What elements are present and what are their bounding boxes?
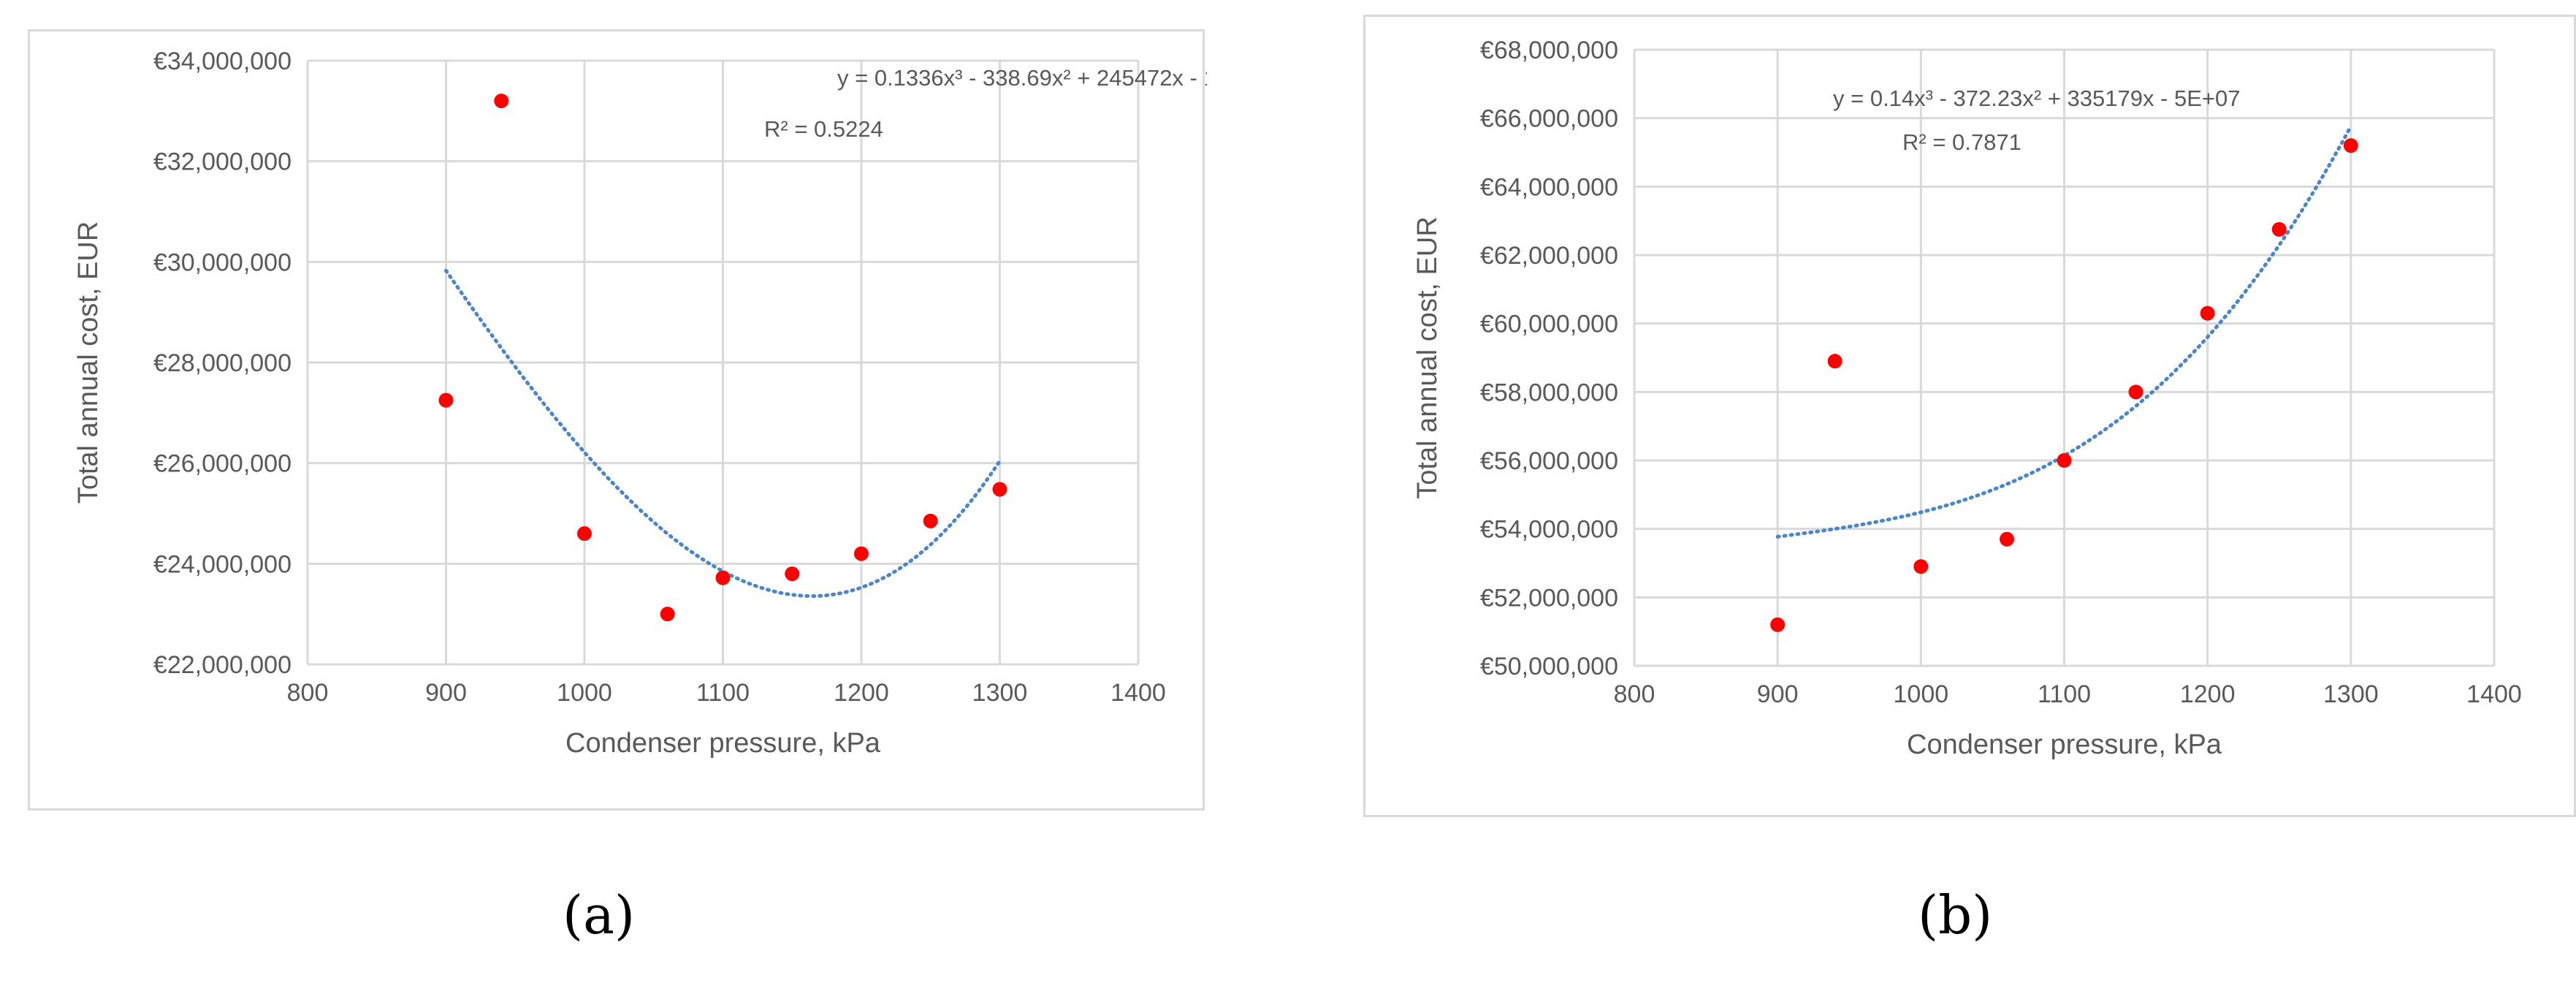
data-point [660,607,675,622]
x-tick-label: 800 [1614,680,1655,708]
plot-area: €50,000,000 €52,000,000 €54,000,000 €56,000… [1412,37,2522,760]
x-tick-label: 1100 [2038,680,2091,708]
y-tick-label: €22,000,000 [153,651,291,679]
y-tick-label: €62,000,000 [1480,242,1618,270]
trendline [444,268,1002,599]
y-tick-label: €52,000,000 [1480,584,1618,612]
chart-panel-a: €22,000,000 €24,000,000 €26,000,000 €28,000… [28,29,1207,811]
y-tick-label: €34,000,000 [153,48,291,75]
x-tick-label: 900 [1757,680,1799,708]
y-tick-label: €28,000,000 [153,349,291,377]
plot-area: €22,000,000 €24,000,000 €26,000,000 €28,000… [73,48,1207,759]
y-tick-label: €58,000,000 [1480,379,1618,406]
x-tick-label: 1000 [557,679,612,707]
y-tick-label: €32,000,000 [153,148,291,176]
chart-panel-b: €50,000,000 €52,000,000 €54,000,000 €56,000… [1363,15,2576,817]
caption-b: (b) [1918,884,1993,946]
x-axis-label: Condenser pressure, kPa [565,728,881,759]
x-tick-label: 800 [287,679,329,707]
data-point [785,566,800,582]
data-point [923,513,938,528]
y-tick-label: €50,000,000 [1480,653,1618,680]
data-point [2271,221,2287,237]
trendline-r2: R² = 0.5224 [764,116,883,142]
x-tick-label: 1000 [1894,680,1949,708]
x-tick-label: 1400 [1110,679,1166,707]
chart-a: €22,000,000 €24,000,000 €26,000,000 €28,000… [73,48,1207,759]
trendline-equation: y = 0.14x³ - 372.23x² + 335179x - 5E+07 [1833,86,2241,111]
y-axis-label: Total annual cost, EUR [73,221,104,504]
x-axis-label: Condenser pressure, kPa [1907,729,2222,760]
x-tick-label: 1200 [834,679,889,707]
data-point [2200,305,2215,321]
data-point [2128,384,2144,400]
data-point [715,570,731,585]
x-tick-label: 900 [425,679,467,707]
y-tick-label: €60,000,000 [1480,311,1618,338]
y-tick-label: €68,000,000 [1480,37,1618,64]
x-tick-label: 1400 [2466,680,2522,708]
y-tick-label: €64,000,000 [1480,173,1618,201]
data-point [854,546,869,561]
y-tick-label: €26,000,000 [153,450,291,478]
trendline-equation: y = 0.1336x³ - 338.69x² + 245472x - 1E+0… [837,65,1207,91]
y-axis-label: Total annual cost, EUR [1412,216,1443,499]
data-point [438,392,454,408]
x-tick-label: 1100 [696,679,750,707]
y-tick-label: €54,000,000 [1480,516,1618,544]
y-tick-label: €66,000,000 [1480,105,1618,133]
caption-a: (a) [563,884,636,946]
x-tick-label: 1300 [972,679,1028,707]
data-point [1827,354,1843,369]
data-point [2057,453,2072,468]
data-point [1770,617,1786,632]
data-point [577,526,592,542]
x-tick-label: 1200 [2180,680,2236,708]
data-point [2343,138,2358,153]
data-point [2000,531,2015,547]
y-tick-label: €30,000,000 [153,248,291,276]
y-tick-label: €24,000,000 [153,550,291,578]
y-tick-label: €56,000,000 [1480,447,1618,475]
trendline-r2: R² = 0.7871 [1902,129,2021,155]
data-point [992,482,1007,497]
x-tick-label: 1300 [2323,680,2379,708]
data-point [494,94,509,109]
chart-b: €50,000,000 €52,000,000 €54,000,000 €56,000… [1412,37,2522,760]
data-point [1913,559,1929,574]
